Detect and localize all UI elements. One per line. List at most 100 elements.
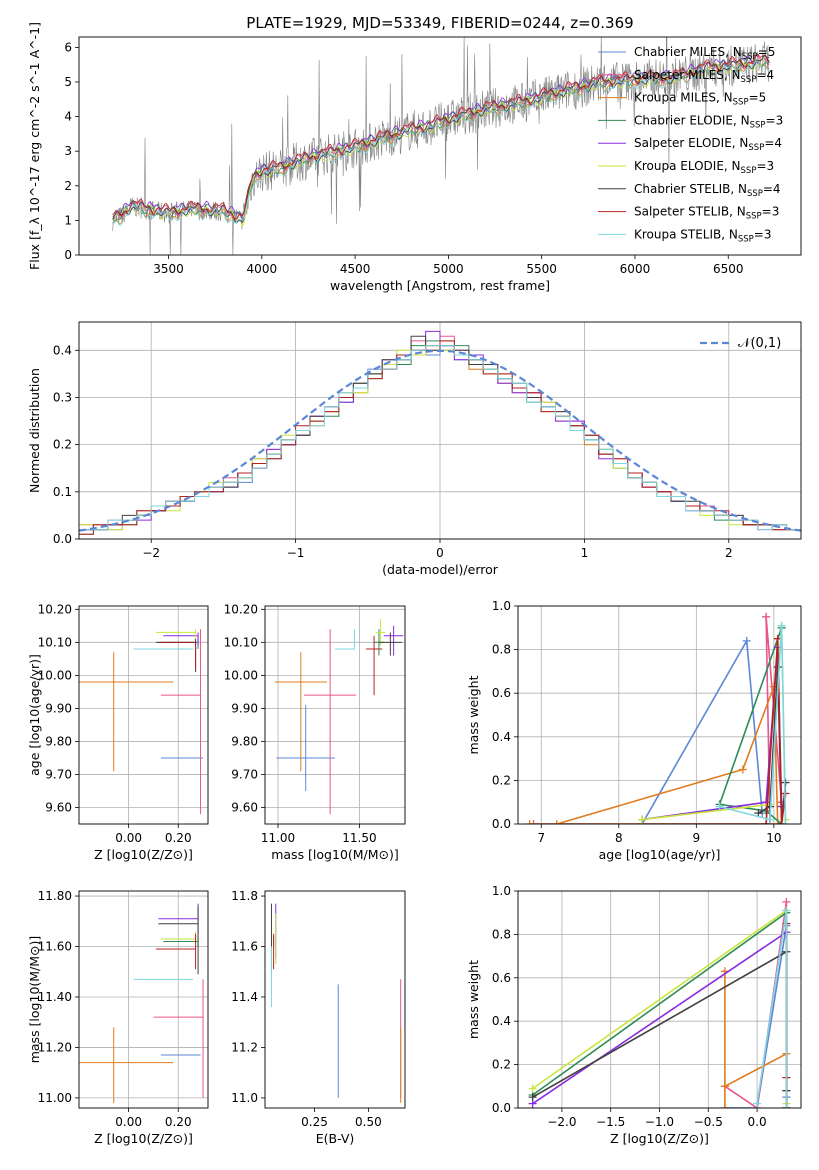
weight-marker bbox=[720, 1104, 729, 1108]
plot-area bbox=[270, 903, 402, 1103]
weight-marker bbox=[529, 820, 538, 824]
legend-label: 𝒩(0,1) bbox=[738, 336, 781, 351]
legend-label-text: Salpeter STELIB, N bbox=[634, 205, 746, 219]
y-axis-label: mass weight bbox=[466, 960, 481, 1039]
weight-marker bbox=[782, 906, 791, 915]
weight-marker bbox=[638, 815, 647, 824]
legend-label-subscript: SSP bbox=[746, 212, 762, 222]
x-tick-label: 0.00 bbox=[115, 831, 142, 845]
y-tick-label: 10.00 bbox=[224, 668, 258, 682]
legend-label-text: Chabrier MILES, N bbox=[634, 45, 742, 59]
legend-label: Salpeter MILES, NSSP=4 bbox=[634, 68, 774, 85]
y-axis-label: mass [log10(M/M⊙)] bbox=[27, 936, 42, 1064]
y-tick-label: 9.70 bbox=[231, 767, 258, 781]
x-axis-label: Z [log10(Z/Z⊙)] bbox=[94, 847, 193, 862]
weight-vs-metallicity-panel: −2.0 −1.5 −1.0 −0.5 0.0 0.0 0.2 0.4 0.6 0.8 1.0 Z [… bbox=[466, 884, 802, 1146]
y-axis-label: Flux [f_λ 10^-17 erg cm^-2 s^-1 A^-1] bbox=[27, 22, 42, 270]
weight-marker bbox=[525, 820, 534, 824]
y-tick-label: 1.0 bbox=[492, 884, 511, 898]
legend-label-subscript: SSP bbox=[742, 52, 758, 62]
legend-label-subscript: SSP bbox=[733, 98, 749, 108]
axes-frame bbox=[517, 605, 802, 825]
y-tick-label: 10.10 bbox=[38, 635, 72, 649]
x-axis-label: E(B-V) bbox=[316, 1131, 355, 1146]
weight-line bbox=[765, 638, 787, 824]
x-tick-label: 0.0 bbox=[748, 1115, 767, 1129]
x-tick-label: −2 bbox=[142, 546, 160, 560]
plot-area bbox=[79, 330, 801, 535]
y-tick-label: 9.70 bbox=[45, 767, 72, 781]
legend-label-nssp: =3 bbox=[754, 227, 772, 241]
y-tick-label: 9.90 bbox=[231, 701, 258, 715]
x-axis-label: age [log10(age/yr)] bbox=[599, 847, 721, 862]
x-tick-label: −2.0 bbox=[547, 1115, 576, 1129]
y-tick-label: 0.4 bbox=[492, 1014, 511, 1028]
x-tick-label: 5500 bbox=[526, 262, 557, 276]
x-tick-label: 11.50 bbox=[342, 831, 376, 845]
residual-histogram bbox=[79, 345, 801, 531]
legend-label: Chabrier STELIB, NSSP=4 bbox=[634, 182, 781, 199]
y-tick-label: 0.6 bbox=[492, 686, 511, 700]
y-tick-label: 10.10 bbox=[224, 635, 258, 649]
weight-marker bbox=[738, 765, 747, 774]
legend-label-subscript: SSP bbox=[738, 234, 754, 244]
x-tick-label: −0.5 bbox=[694, 1115, 723, 1129]
y-tick-label: 11.0 bbox=[231, 1091, 258, 1105]
y-tick-label: 0.2 bbox=[492, 773, 511, 787]
axes-frame bbox=[264, 605, 406, 825]
weight-line bbox=[724, 971, 788, 1108]
plot-area bbox=[79, 903, 204, 1103]
x-tick-label: −1 bbox=[287, 546, 305, 560]
weight-marker bbox=[782, 897, 791, 906]
plot-area bbox=[112, 37, 770, 255]
legend-label-nssp: =3 bbox=[756, 159, 774, 173]
x-tick-label: 7 bbox=[537, 831, 545, 845]
x-tick-label: 0.20 bbox=[165, 831, 192, 845]
y-tick-label: 1 bbox=[64, 213, 72, 227]
x-tick-label: 2 bbox=[725, 546, 733, 560]
y-tick-label: 0.1 bbox=[53, 485, 72, 499]
legend-label-subscript: SSP bbox=[748, 143, 764, 153]
y-tick-label: 10.20 bbox=[224, 602, 258, 616]
plot-area bbox=[525, 612, 790, 824]
x-tick-label: 5000 bbox=[433, 262, 464, 276]
weight-marker bbox=[528, 1084, 537, 1093]
x-tick-label: 9 bbox=[693, 831, 701, 845]
weight-marker bbox=[782, 1104, 791, 1108]
legend-label-nssp: =4 bbox=[764, 136, 782, 150]
x-axis-label: Z [log10(Z/Z⊙)] bbox=[610, 1131, 709, 1146]
legend-label: Salpeter STELIB, NSSP=3 bbox=[634, 205, 779, 222]
age-vs-metallicity-panel: 0.00 0.20 9.60 9.70 9.80 9.90 10.00 10.10 10.20 Z… bbox=[27, 602, 209, 862]
y-tick-label: 9.80 bbox=[231, 734, 258, 748]
y-tick-label: 0.0 bbox=[492, 817, 511, 831]
legend-label-text: Chabrier ELODIE, N bbox=[634, 113, 750, 127]
y-tick-label: 4 bbox=[64, 110, 72, 124]
y-tick-label: 0.4 bbox=[53, 343, 72, 357]
y-tick-label: 2 bbox=[64, 179, 72, 193]
axes-frame bbox=[78, 605, 209, 825]
y-tick-label: 0.3 bbox=[53, 390, 72, 404]
weight-marker bbox=[777, 820, 786, 824]
legend-label-subscript: SSP bbox=[747, 189, 763, 199]
residual-histogram bbox=[79, 340, 801, 535]
y-tick-label: 6 bbox=[64, 40, 72, 54]
y-tick-label: 11.80 bbox=[38, 889, 72, 903]
legend-label-text: Chabrier STELIB, N bbox=[634, 182, 747, 196]
y-tick-label: 3 bbox=[64, 144, 72, 158]
legend-label-text: Kroupa STELIB, N bbox=[634, 227, 738, 241]
y-tick-label: 5 bbox=[64, 75, 72, 89]
y-tick-label: 11.6 bbox=[231, 940, 258, 954]
weight-marker bbox=[742, 636, 751, 645]
legend-label-nssp: =4 bbox=[763, 182, 781, 196]
y-axis-label: Normed distribution bbox=[27, 368, 42, 493]
x-tick-label: 8 bbox=[615, 831, 623, 845]
y-tick-label: 9.90 bbox=[45, 701, 72, 715]
legend-label-nssp: =5 bbox=[749, 91, 767, 105]
y-tick-label: 11.4 bbox=[231, 990, 258, 1004]
x-tick-label: 3500 bbox=[153, 262, 184, 276]
legend-label-text: Kroupa ELODIE, N bbox=[634, 159, 741, 173]
y-tick-label: 10.20 bbox=[38, 602, 72, 616]
legend-label-nssp: =3 bbox=[766, 113, 784, 127]
y-tick-label: 11.20 bbox=[38, 1040, 72, 1054]
